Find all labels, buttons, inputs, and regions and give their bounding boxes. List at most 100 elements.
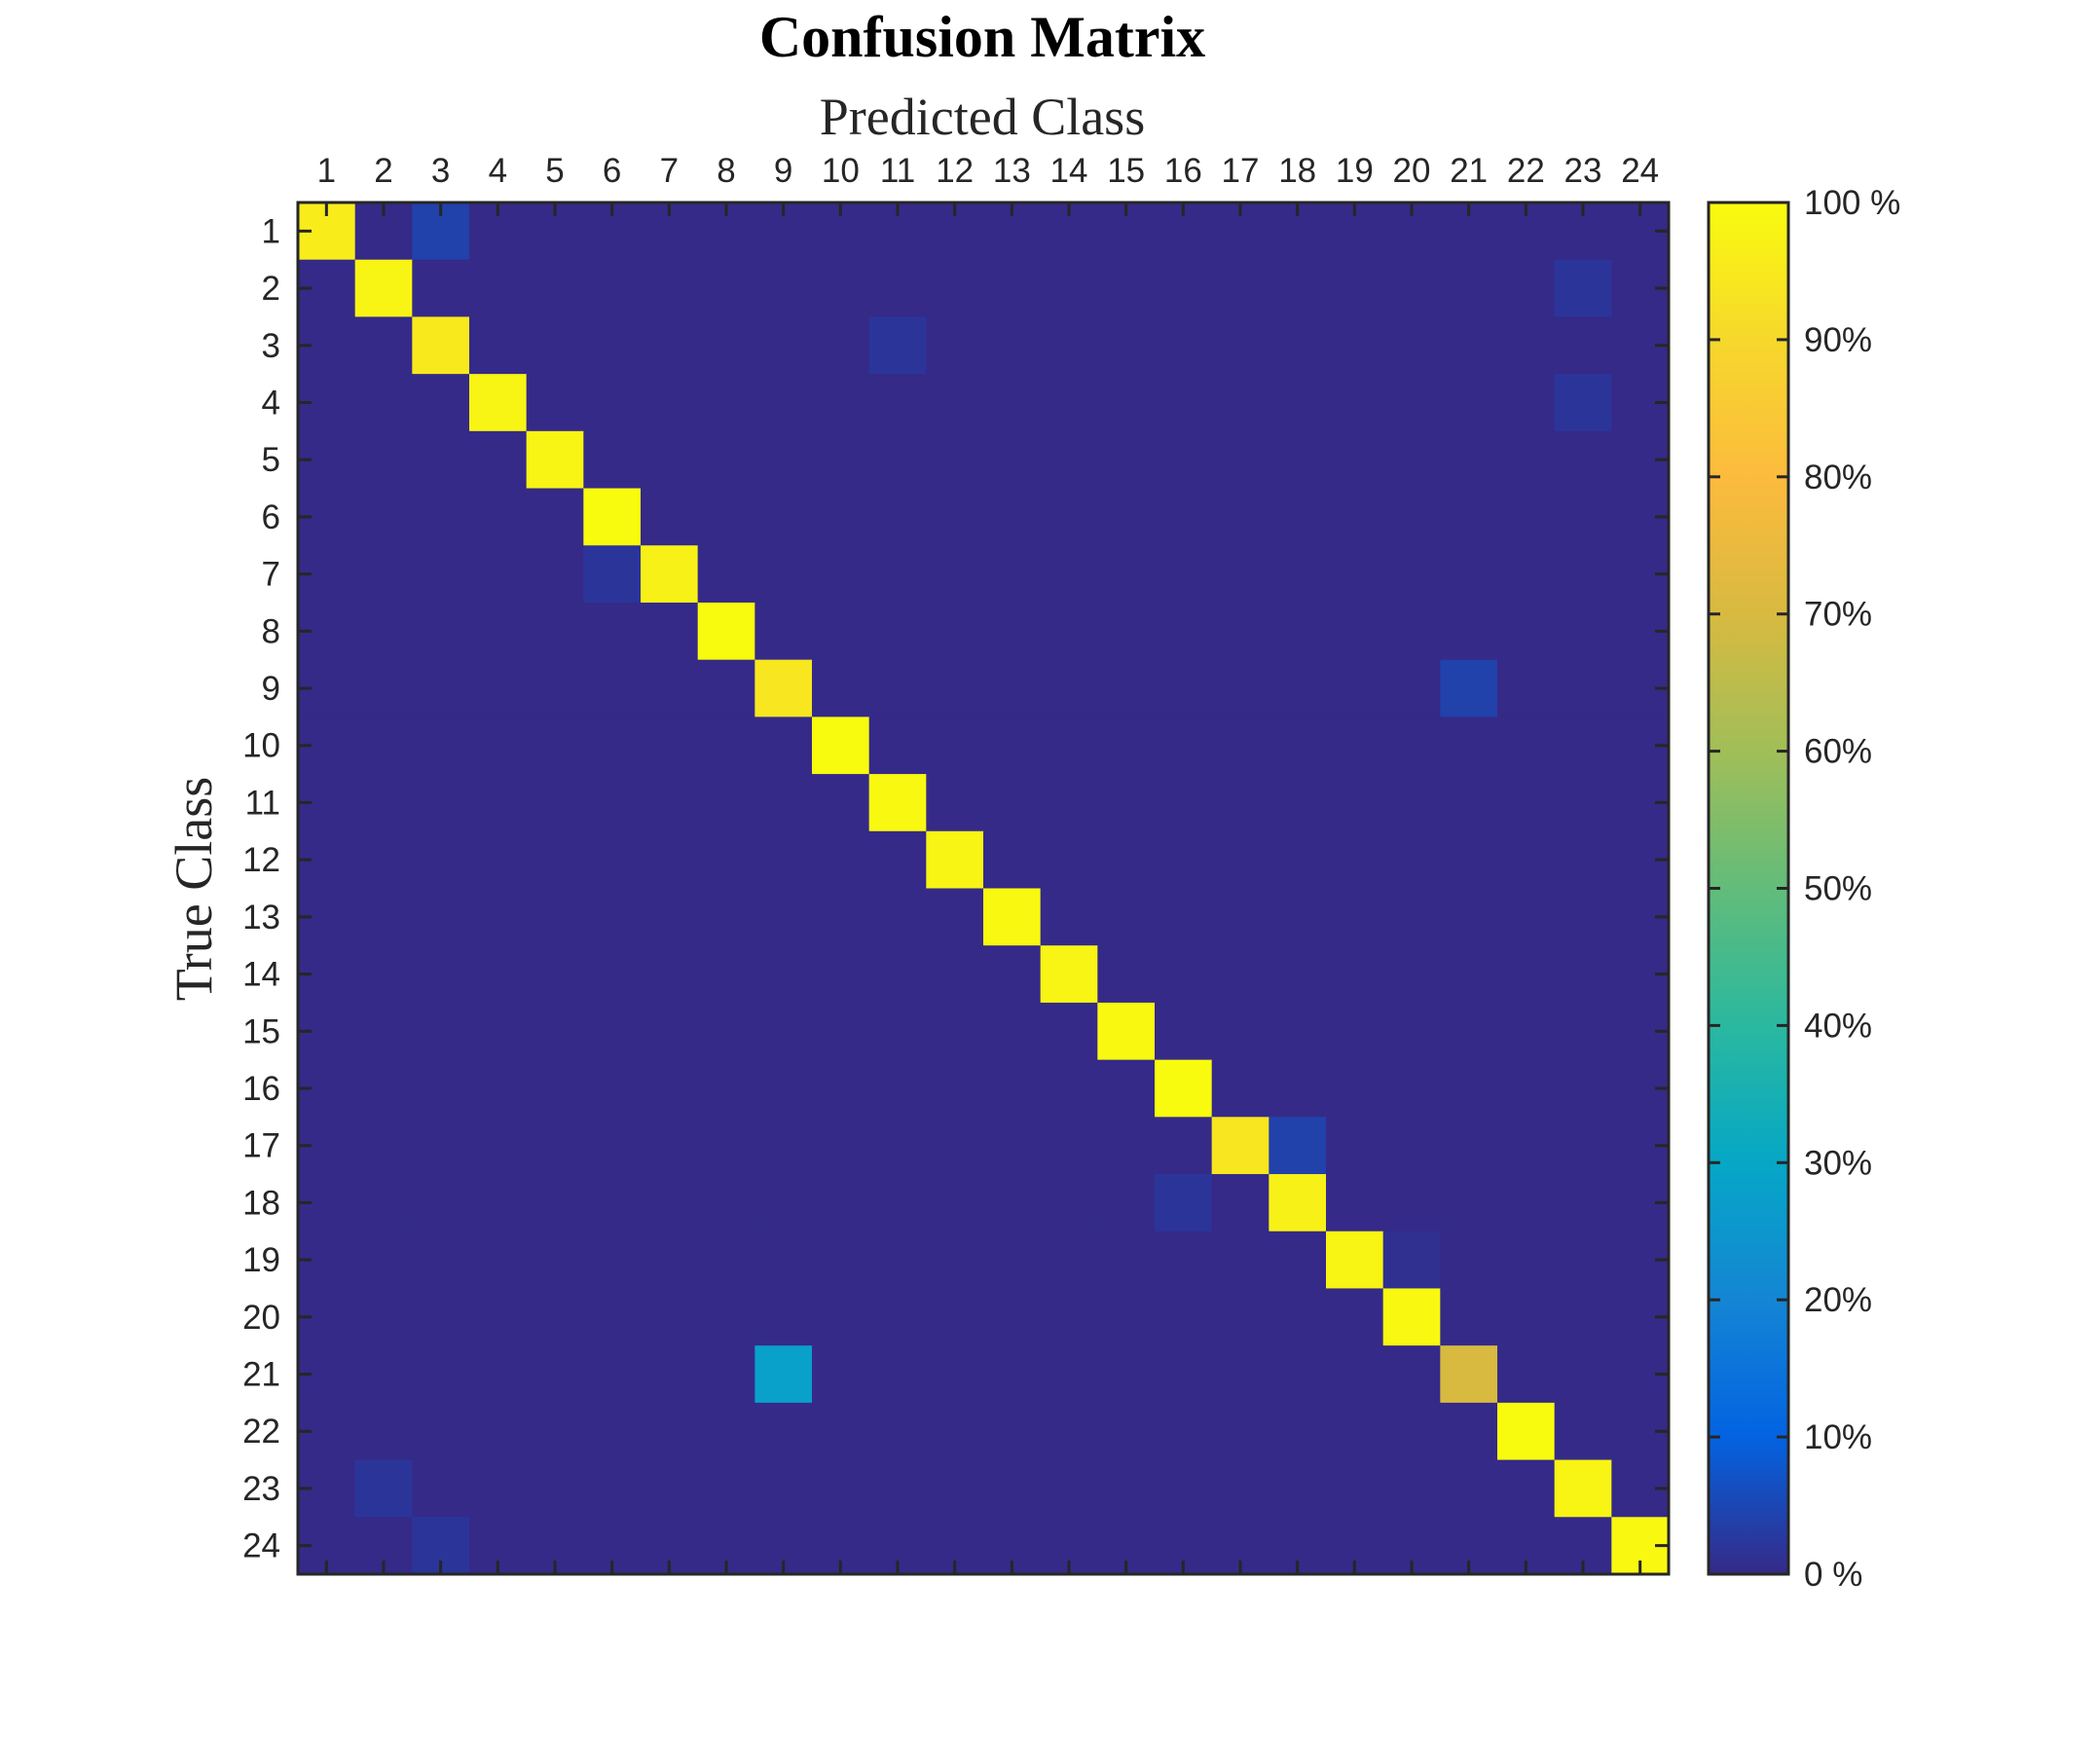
colorbar-tick-label: 80% bbox=[1804, 459, 1872, 496]
heatmap-cell-r17-c4 bbox=[469, 1117, 528, 1175]
x-tick-label: 7 bbox=[660, 152, 679, 190]
heatmap-cell-r16-c18 bbox=[1269, 1059, 1327, 1118]
y-tick-label: 23 bbox=[242, 1470, 280, 1508]
heatmap-cell-r15-c9 bbox=[754, 1002, 813, 1061]
heatmap-cell-r5-c17 bbox=[1211, 430, 1269, 490]
heatmap-cell-r11-c9 bbox=[754, 774, 813, 832]
heatmap-cell-r2-c4 bbox=[469, 259, 528, 318]
heatmap-cell-r17-c7 bbox=[641, 1117, 699, 1175]
y-tick-label: 24 bbox=[242, 1527, 280, 1565]
heatmap-cell-r16-c17 bbox=[1211, 1059, 1269, 1118]
heatmap-cell-r10-c12 bbox=[926, 717, 984, 775]
heatmap-cell-r2-c6 bbox=[583, 259, 642, 318]
heatmap-cell-r20-c22 bbox=[1497, 1288, 1556, 1346]
heatmap-cell-r16-c23 bbox=[1554, 1059, 1612, 1118]
y-tick-label: 9 bbox=[262, 670, 280, 708]
heatmap-cell-r21-c17 bbox=[1211, 1345, 1269, 1404]
heatmap-cell-r11-c2 bbox=[354, 774, 413, 832]
heatmap-cell-r22-c9 bbox=[754, 1402, 813, 1461]
x-tick-label: 2 bbox=[374, 152, 392, 190]
x-tick-label: 14 bbox=[1050, 152, 1088, 190]
heatmap-cell-r22-c18 bbox=[1269, 1402, 1327, 1461]
heatmap-cell-r17-c14 bbox=[1040, 1117, 1098, 1175]
heatmap-cell-r22-c5 bbox=[526, 1402, 584, 1461]
heatmap-cell-r12-c2 bbox=[354, 830, 413, 890]
heatmap-cell-r12-c15 bbox=[1097, 830, 1156, 890]
y-tick-label: 21 bbox=[242, 1356, 280, 1394]
heatmap-cell-r7-c13 bbox=[983, 545, 1042, 604]
heatmap-cell-r13-c7 bbox=[641, 888, 699, 946]
heatmap-cell-r20-c5 bbox=[526, 1288, 584, 1346]
heatmap-cell-r8-c3 bbox=[412, 602, 470, 661]
heatmap-cell-r11-c7 bbox=[641, 774, 699, 832]
heatmap-cell-r23-c6 bbox=[583, 1459, 642, 1518]
heatmap-cell-r6-c6 bbox=[583, 488, 642, 546]
x-tick-label: 12 bbox=[936, 152, 974, 190]
heatmap-cell-r19-c11 bbox=[868, 1231, 927, 1290]
heatmap-cell-r11-c18 bbox=[1269, 774, 1327, 832]
heatmap-cell-r3-c17 bbox=[1211, 316, 1269, 375]
x-tick-label: 22 bbox=[1507, 152, 1545, 190]
heatmap-cell-r16-c16 bbox=[1155, 1059, 1213, 1118]
heatmap-cell-r15-c6 bbox=[583, 1002, 642, 1061]
heatmap-cell-r4-c5 bbox=[526, 374, 584, 432]
heatmap-cell-r22-c13 bbox=[983, 1402, 1042, 1461]
heatmap-cell-r10-c11 bbox=[868, 717, 927, 775]
heatmap-cell-r15-c21 bbox=[1440, 1002, 1498, 1061]
heatmap-cell-r23-c23 bbox=[1554, 1459, 1612, 1518]
heatmap-cell-r4-c11 bbox=[868, 374, 927, 432]
heatmap-cell-r3-c10 bbox=[812, 316, 870, 375]
heatmap-cell-r22-c21 bbox=[1440, 1402, 1498, 1461]
heatmap-cell-r12-c12 bbox=[926, 830, 984, 890]
heatmap-cell-r12-c19 bbox=[1326, 830, 1384, 890]
heatmap-cell-r22-c11 bbox=[868, 1402, 927, 1461]
heatmap-cell-r7-c6 bbox=[583, 545, 642, 604]
heatmap-cell-r20-c7 bbox=[641, 1288, 699, 1346]
heatmap-cell-r9-c22 bbox=[1497, 659, 1556, 717]
heatmap-cell-r11-c19 bbox=[1326, 774, 1384, 832]
heatmap-cell-r13-c11 bbox=[868, 888, 927, 946]
heatmap-cell-r19-c16 bbox=[1155, 1231, 1213, 1290]
heatmap-cell-r4-c13 bbox=[983, 374, 1042, 432]
heatmap-cell-r15-c20 bbox=[1382, 1002, 1441, 1061]
heatmap-cell-r5-c4 bbox=[469, 430, 528, 490]
heatmap-cell-r11-c12 bbox=[926, 774, 984, 832]
heatmap-cell-r13-c3 bbox=[412, 888, 470, 946]
heatmap-cell-r8-c10 bbox=[812, 602, 870, 661]
heatmap-cell-r20-c14 bbox=[1040, 1288, 1098, 1346]
heatmap-cell-r15-c5 bbox=[526, 1002, 584, 1061]
heatmap-cell-r5-c13 bbox=[983, 430, 1042, 490]
heatmap-cell-r18-c22 bbox=[1497, 1174, 1556, 1232]
heatmap-cell-r5-c11 bbox=[868, 430, 927, 490]
heatmap-cell-r18-c14 bbox=[1040, 1174, 1098, 1232]
heatmap-cell-r8-c9 bbox=[754, 602, 813, 661]
heatmap-cell-r12-c10 bbox=[812, 830, 870, 890]
heatmap-cell-r12-c21 bbox=[1440, 830, 1498, 890]
heatmap-cell-r21-c14 bbox=[1040, 1345, 1098, 1404]
x-tick-label: 18 bbox=[1278, 152, 1316, 190]
heatmap-cell-r16-c6 bbox=[583, 1059, 642, 1118]
heatmap-cell-r22-c3 bbox=[412, 1402, 470, 1461]
heatmap-cell-r8-c19 bbox=[1326, 602, 1384, 661]
heatmap-cell-r5-c12 bbox=[926, 430, 984, 490]
heatmap-cell-r11-c6 bbox=[583, 774, 642, 832]
heatmap-cell-r10-c2 bbox=[354, 717, 413, 775]
heatmap-cell-r9-c11 bbox=[868, 659, 927, 717]
heatmap-cell-r15-c18 bbox=[1269, 1002, 1327, 1061]
heatmap-cell-r5-c20 bbox=[1382, 430, 1441, 490]
heatmap-cell-r18-c16 bbox=[1155, 1174, 1213, 1232]
heatmap-cell-r14-c23 bbox=[1554, 945, 1612, 1004]
x-tick-label: 1 bbox=[317, 152, 336, 190]
heatmap-cell-r3-c6 bbox=[583, 316, 642, 375]
heatmap-cell-r15-c13 bbox=[983, 1002, 1042, 1061]
heatmap-cell-r14-c17 bbox=[1211, 945, 1269, 1004]
heatmap-cell-r19-c17 bbox=[1211, 1231, 1269, 1290]
heatmap-cell-r7-c8 bbox=[697, 545, 755, 604]
heatmap-cell-r6-c20 bbox=[1382, 488, 1441, 546]
heatmap-cell-r8-c2 bbox=[354, 602, 413, 661]
heatmap-cell-r21-c13 bbox=[983, 1345, 1042, 1404]
heatmap-cell-r19-c12 bbox=[926, 1231, 984, 1290]
heatmap-cell-r5-c14 bbox=[1040, 430, 1098, 490]
heatmap-cell-r18-c21 bbox=[1440, 1174, 1498, 1232]
